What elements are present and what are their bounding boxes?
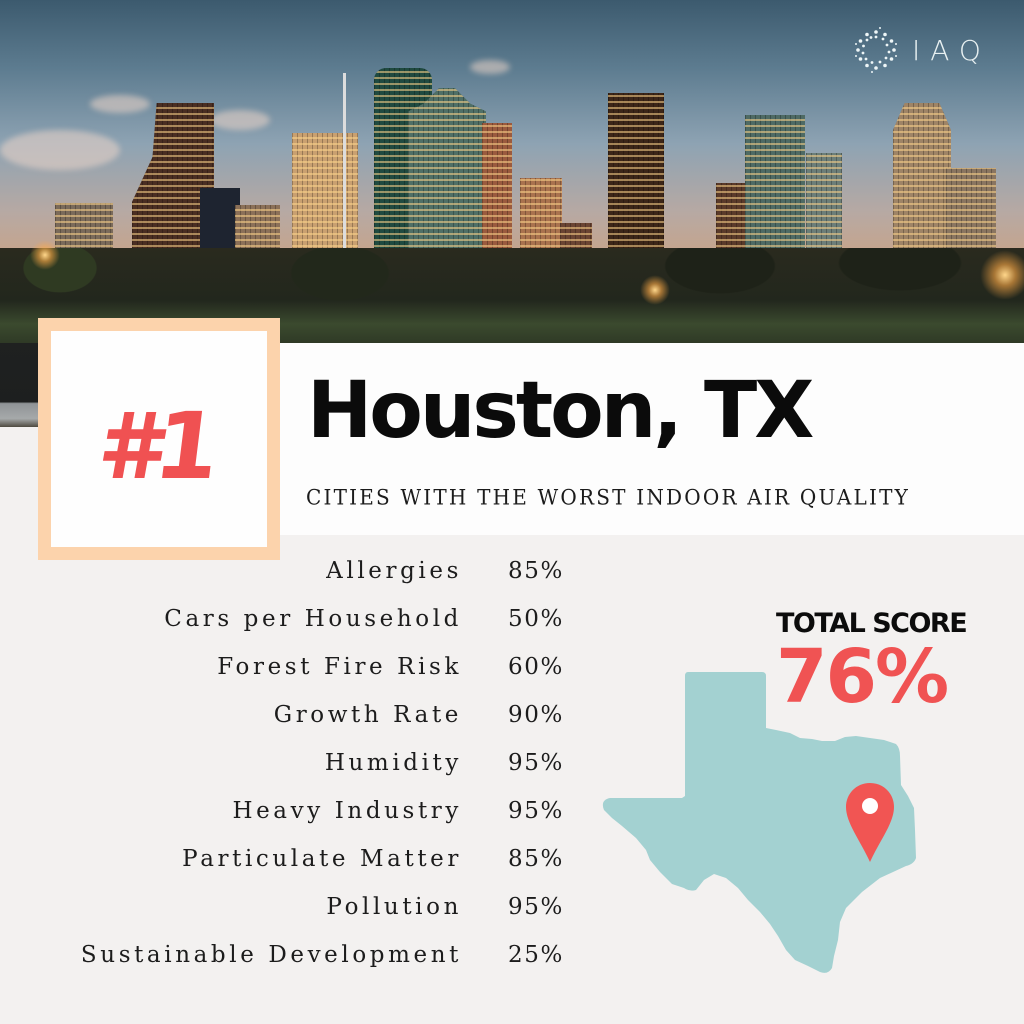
logo-text: IAQ: [912, 33, 991, 67]
cloud: [90, 95, 150, 113]
metric-label: Pollution: [326, 894, 462, 920]
metric-row: Forest Fire Risk 60%: [0, 654, 580, 694]
metric-value: 95%: [508, 750, 564, 776]
metric-label: Heavy Industry: [232, 798, 462, 824]
street-light: [640, 275, 670, 305]
street-light: [980, 250, 1024, 300]
metric-row: Sustainable Development 25%: [0, 942, 580, 982]
metric-value: 95%: [508, 798, 564, 824]
title-banner: [280, 343, 1024, 535]
city-title: Houston, TX: [307, 366, 814, 456]
metric-value: 90%: [508, 702, 564, 728]
metric-label: Particulate Matter: [182, 846, 462, 872]
metric-row: Pollution 95%: [0, 894, 580, 934]
cloud: [210, 110, 270, 130]
metric-row: Humidity 95%: [0, 750, 580, 790]
cloud: [0, 130, 120, 170]
hero-photo-extension: [0, 343, 38, 427]
rank-badge-inner: #1: [51, 331, 267, 547]
metric-value: 60%: [508, 654, 564, 680]
street-light: [30, 240, 60, 270]
metric-row: Particulate Matter 85%: [0, 846, 580, 886]
metric-value: 85%: [508, 846, 564, 872]
hero-skyline-photo: IAQ: [0, 0, 1024, 343]
metric-value: 85%: [508, 558, 564, 584]
metric-label: Sustainable Development: [80, 942, 462, 968]
total-score-label: TOTAL SCORE: [776, 608, 968, 639]
cloud: [470, 60, 510, 74]
metric-label: Humidity: [324, 750, 462, 776]
metric-row: Allergies 85%: [0, 558, 580, 598]
metric-row: Heavy Industry 95%: [0, 798, 580, 838]
dotted-ring-logo-icon: [855, 27, 897, 73]
rank-number: #1: [92, 393, 220, 500]
metric-row: Growth Rate 90%: [0, 702, 580, 742]
subtitle: CITIES WITH THE WORST INDOOR AIR QUALITY: [306, 484, 911, 510]
metric-value: 95%: [508, 894, 564, 920]
metric-value: 25%: [508, 942, 564, 968]
metric-label: Forest Fire Risk: [217, 654, 462, 680]
iaq-logo: IAQ: [852, 26, 991, 74]
metric-label: Cars per Household: [164, 606, 462, 632]
rank-badge: #1: [38, 318, 280, 560]
metric-label: Allergies: [326, 558, 462, 584]
metric-label: Growth Rate: [273, 702, 462, 728]
total-score-value: 76%: [776, 634, 949, 720]
metric-value: 50%: [508, 606, 564, 632]
metric-row: Cars per Household 50%: [0, 606, 580, 646]
antenna: [343, 73, 346, 283]
location-pin-icon: [846, 783, 894, 862]
